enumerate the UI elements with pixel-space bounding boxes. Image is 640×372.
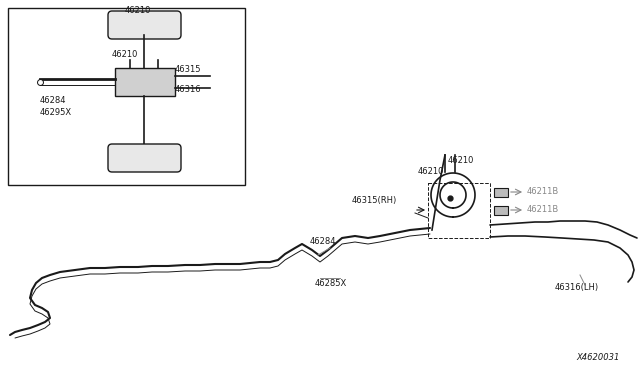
Text: X4620031: X4620031 bbox=[577, 353, 620, 362]
Text: 46316(LH): 46316(LH) bbox=[555, 283, 599, 292]
Bar bbox=[494, 206, 508, 215]
Text: 46315: 46315 bbox=[175, 65, 202, 74]
FancyBboxPatch shape bbox=[108, 11, 181, 39]
Text: 46210: 46210 bbox=[112, 50, 138, 59]
Bar bbox=[115, 68, 175, 96]
Text: 46210: 46210 bbox=[448, 156, 474, 165]
Text: 46316: 46316 bbox=[175, 85, 202, 94]
Text: 46285X: 46285X bbox=[315, 279, 348, 288]
Text: 46210: 46210 bbox=[125, 6, 152, 15]
Text: 46211B: 46211B bbox=[527, 187, 559, 196]
Text: 46284: 46284 bbox=[40, 96, 67, 105]
Bar bbox=[8, 8, 245, 185]
Bar bbox=[494, 188, 508, 197]
Text: 46315(RH): 46315(RH) bbox=[352, 196, 397, 205]
Text: 46284: 46284 bbox=[310, 237, 337, 246]
FancyBboxPatch shape bbox=[108, 144, 181, 172]
Bar bbox=[428, 183, 490, 238]
Text: 46211B: 46211B bbox=[527, 205, 559, 214]
Text: 46295X: 46295X bbox=[40, 108, 72, 117]
Text: 46210: 46210 bbox=[418, 167, 444, 176]
